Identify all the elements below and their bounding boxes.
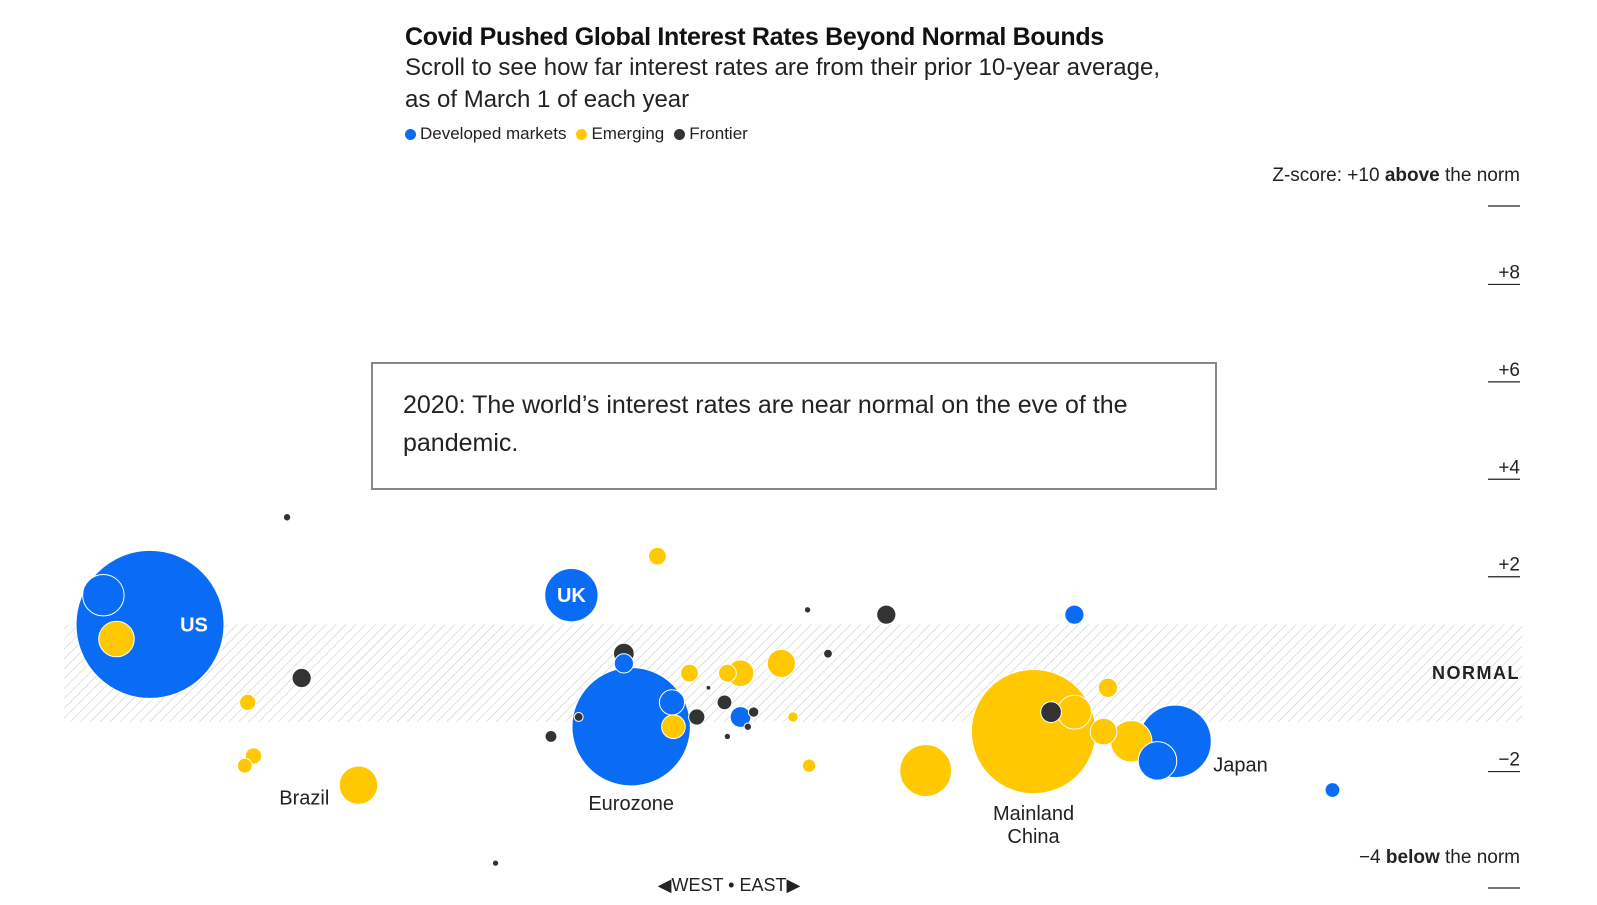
- legend-item-developed: Developed markets: [405, 124, 566, 144]
- bubble-frontier: [716, 694, 733, 711]
- bubble-emerging: [680, 663, 699, 683]
- chart-title: Covid Pushed Global Interest Rates Beyon…: [405, 23, 1104, 51]
- bubble-developed: [1324, 782, 1341, 798]
- bubble-emerging: [661, 714, 686, 740]
- bubble-frontier: [876, 604, 897, 625]
- legend-item-frontier: Frontier: [674, 124, 748, 144]
- legend: Developed markets Emerging Frontier: [405, 124, 1165, 144]
- legend-label-developed: Developed markets: [420, 124, 567, 143]
- bubble-developed: [1064, 604, 1085, 625]
- legend-label-frontier: Frontier: [689, 124, 748, 143]
- bubble-frontier: [1040, 701, 1062, 723]
- bubble-uk: [544, 568, 599, 623]
- bubble-label-uk: UK: [557, 585, 586, 607]
- y-tick-label: +6: [1498, 360, 1520, 381]
- bubble-emerging: [236, 757, 253, 774]
- bubble-emerging: [718, 663, 737, 683]
- chart-header: Covid Pushed Global Interest Rates Beyon…: [405, 22, 1165, 144]
- bubble-frontier: [724, 733, 731, 740]
- bubble-label-us: US: [180, 614, 208, 636]
- bubble-emerging: [1056, 694, 1092, 730]
- bubble-emerging: [1089, 717, 1118, 746]
- bubble-brazil: [338, 765, 379, 805]
- bubble-frontier: [282, 513, 292, 522]
- legend-dot-developed: [405, 128, 416, 140]
- bubble-emerging: [1097, 677, 1119, 698]
- bubble-frontier: [573, 712, 584, 722]
- bubble-label-mainland-china: Mainland: [993, 803, 1074, 825]
- bubble-developed: [1137, 741, 1178, 781]
- bubble-emerging: [98, 620, 135, 658]
- bubble-frontier: [544, 730, 558, 743]
- bubble-label-mainland-china: China: [1007, 826, 1060, 848]
- bubble-emerging: [801, 758, 817, 773]
- y-axis-bottom-label: −4 below the norm: [1359, 847, 1520, 868]
- bubble-developed: [82, 573, 125, 617]
- bubble-developed: [658, 689, 686, 716]
- bubble-emerging: [648, 546, 667, 566]
- y-tick-label: −2: [1498, 750, 1520, 771]
- chart-subtitle: Scroll to see how far interest rates are…: [405, 54, 1160, 113]
- bubble-frontier: [492, 859, 499, 867]
- bubble-frontier: [747, 706, 760, 718]
- bubble-frontier: [823, 648, 833, 659]
- bubble-frontier: [804, 606, 811, 614]
- bubble-emerging: [239, 693, 257, 712]
- normal-band: [64, 624, 1522, 722]
- bubble-label-japan: Japan: [1213, 755, 1268, 777]
- bubble-emerging: [766, 648, 796, 678]
- bubble-frontier: [688, 708, 706, 726]
- y-tick-label: +2: [1498, 555, 1520, 576]
- bubble-mainland-china: [970, 668, 1097, 795]
- y-axis-top-label: Z-score: +10 above the norm: [1272, 165, 1520, 186]
- y-tick-label: +8: [1498, 262, 1520, 283]
- bubble-developed: [613, 653, 634, 674]
- bubble-frontier: [291, 667, 312, 689]
- legend-dot-emerging: [576, 128, 588, 140]
- bubble-frontier: [705, 685, 711, 691]
- bubble-emerging: [899, 744, 953, 797]
- bubble-frontier: [743, 722, 753, 731]
- bubble-label-brazil: Brazil: [279, 787, 329, 809]
- callout-text: 2020: The world’s interest rates are nea…: [403, 391, 1128, 457]
- y-tick-label: +4: [1498, 457, 1520, 478]
- annotation-callout: 2020: The world’s interest rates are nea…: [371, 362, 1217, 490]
- normal-label: NORMAL: [1432, 663, 1520, 683]
- legend-item-emerging: Emerging: [576, 124, 664, 144]
- bubble-emerging: [787, 711, 799, 723]
- legend-dot-frontier: [674, 128, 686, 140]
- x-axis-direction-label: ◀WEST • EAST▶: [658, 875, 801, 895]
- bubble-label-eurozone: Eurozone: [588, 793, 674, 815]
- legend-label-emerging: Emerging: [591, 124, 665, 143]
